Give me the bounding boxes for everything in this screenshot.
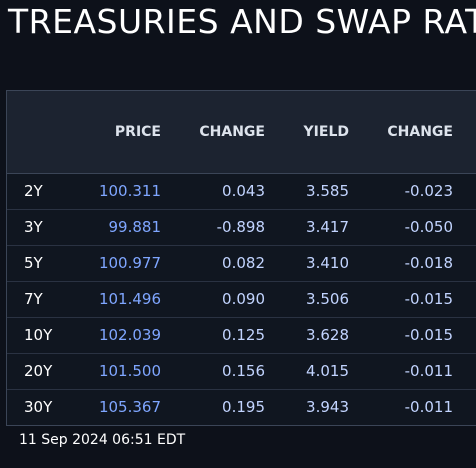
row-yield: 3.628 bbox=[265, 316, 349, 353]
table-body: 2Y 100.311 0.043 3.585 -0.023 3Y 99.881 … bbox=[7, 173, 476, 425]
row-yield: 3.506 bbox=[265, 280, 349, 317]
header-row: PRICE CHANGE YIELD CHANGE bbox=[7, 91, 476, 174]
table-row[interactable]: 20Y 101.500 0.156 4.015 -0.011 bbox=[7, 352, 476, 389]
row-price: 101.500 bbox=[77, 352, 161, 389]
header-price: PRICE bbox=[77, 91, 161, 174]
row-price-change: 0.043 bbox=[222, 182, 265, 200]
table-row[interactable]: 7Y 101.496 0.090 3.506 -0.015 bbox=[7, 280, 476, 317]
header-price-change: CHANGE bbox=[161, 91, 265, 174]
table-header: PRICE CHANGE YIELD CHANGE bbox=[7, 91, 476, 174]
row-price: 99.881 bbox=[77, 208, 161, 245]
row-term: 5Y bbox=[7, 244, 77, 281]
page-title: TREASURIES AND SWAP RAT bbox=[8, 2, 476, 41]
row-term: 2Y bbox=[24, 182, 43, 200]
rates-table: PRICE CHANGE YIELD CHANGE 2Y 100.311 0.0… bbox=[7, 91, 476, 425]
table-row[interactable]: 10Y 102.039 0.125 3.628 -0.015 bbox=[7, 316, 476, 353]
row-spacer bbox=[453, 280, 476, 317]
row-spacer bbox=[453, 208, 476, 245]
row-yield: 3.585 bbox=[306, 182, 349, 200]
row-yield: 3.943 bbox=[265, 388, 349, 425]
row-yield-change: -0.011 bbox=[349, 388, 453, 425]
row-term: 7Y bbox=[7, 280, 77, 317]
row-price-change: 0.082 bbox=[161, 244, 265, 281]
row-spacer bbox=[453, 173, 476, 209]
row-price: 100.977 bbox=[77, 244, 161, 281]
row-price-change: 0.156 bbox=[161, 352, 265, 389]
row-spacer bbox=[453, 316, 476, 353]
row-price-change: -0.898 bbox=[161, 208, 265, 245]
row-yield-change: -0.023 bbox=[404, 182, 453, 200]
table-row[interactable]: 30Y 105.367 0.195 3.943 -0.011 bbox=[7, 388, 476, 425]
row-spacer bbox=[453, 244, 476, 281]
row-yield-change: -0.018 bbox=[349, 244, 453, 281]
row-price: 105.367 bbox=[77, 388, 161, 425]
timestamp: 11 Sep 2024 06:51 EDT bbox=[19, 432, 186, 448]
row-price: 102.039 bbox=[77, 316, 161, 353]
row-price-change: 0.125 bbox=[161, 316, 265, 353]
row-term: 20Y bbox=[7, 352, 77, 389]
row-yield-change: -0.050 bbox=[349, 208, 453, 245]
header-yield-change: CHANGE bbox=[349, 91, 453, 174]
header-spacer bbox=[453, 91, 476, 174]
row-yield-change: -0.015 bbox=[349, 316, 453, 353]
row-yield-change: -0.015 bbox=[349, 280, 453, 317]
row-yield: 3.410 bbox=[265, 244, 349, 281]
table-row[interactable]: 3Y 99.881 -0.898 3.417 -0.050 bbox=[7, 208, 476, 245]
table-row[interactable]: 2Y 100.311 0.043 3.585 -0.023 bbox=[7, 173, 476, 209]
row-price-change: 0.195 bbox=[161, 388, 265, 425]
row-yield: 3.417 bbox=[265, 208, 349, 245]
row-spacer bbox=[453, 388, 476, 425]
table-row[interactable]: 5Y 100.977 0.082 3.410 -0.018 bbox=[7, 244, 476, 281]
treasuries-table: PRICE CHANGE YIELD CHANGE 2Y 100.311 0.0… bbox=[6, 90, 476, 426]
row-price: 100.311 bbox=[98, 182, 161, 200]
row-yield: 4.015 bbox=[265, 352, 349, 389]
row-term: 30Y bbox=[7, 388, 77, 425]
header-yield: YIELD bbox=[265, 91, 349, 174]
header-term bbox=[7, 91, 77, 174]
row-spacer bbox=[453, 352, 476, 389]
row-yield-change: -0.011 bbox=[349, 352, 453, 389]
row-price: 101.496 bbox=[77, 280, 161, 317]
row-price-change: 0.090 bbox=[161, 280, 265, 317]
row-term: 10Y bbox=[7, 316, 77, 353]
row-term: 3Y bbox=[7, 208, 77, 245]
